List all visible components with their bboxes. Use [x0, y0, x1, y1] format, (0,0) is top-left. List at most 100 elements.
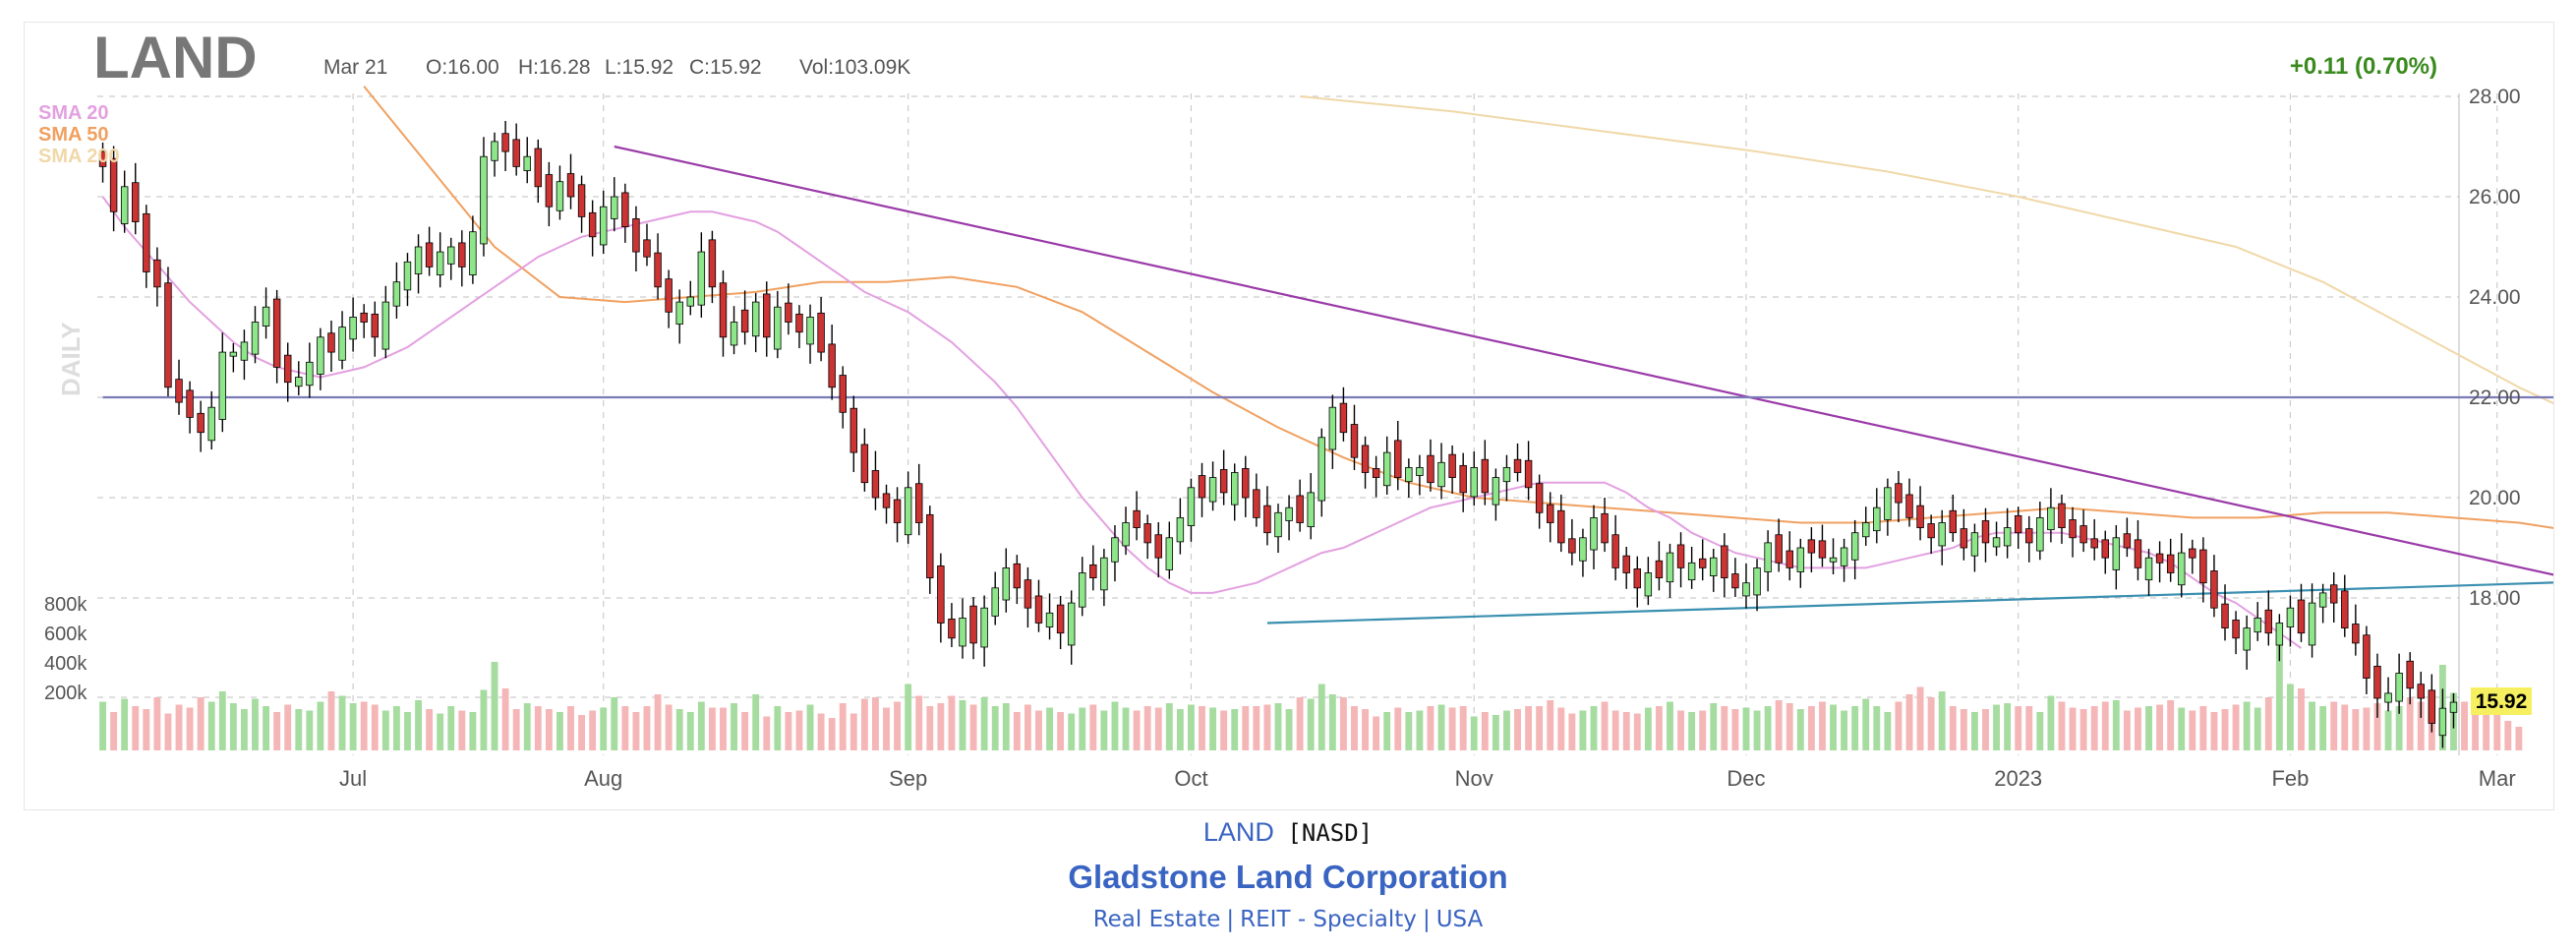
volume-bar	[1199, 706, 1205, 750]
candle-body	[2047, 506, 2055, 531]
volume-bar	[197, 697, 205, 750]
volume-bar	[2406, 697, 2414, 750]
candle-body	[143, 212, 150, 272]
y-tick-label: 26.00	[2469, 186, 2521, 208]
volume-bar	[828, 718, 836, 750]
volume-bar	[632, 712, 640, 750]
candle-body	[2101, 539, 2109, 559]
company-name[interactable]: Gladstone Land Corporation	[1068, 859, 1508, 895]
candle-body	[1253, 489, 1260, 518]
candle-body	[2221, 603, 2229, 628]
country-link[interactable]: USA	[1435, 907, 1484, 932]
volume-bar	[2352, 709, 2360, 750]
volume-bar	[1514, 709, 1521, 750]
candle-body	[1579, 537, 1587, 562]
volume-bar	[1307, 698, 1315, 750]
volume-bar	[263, 706, 270, 750]
volume-bar	[458, 710, 466, 750]
y-tick-label: 22.00	[2469, 387, 2521, 409]
candle-body	[1601, 512, 1609, 544]
candle-body	[349, 316, 357, 340]
sector-link[interactable]: Real Estate	[1092, 907, 1221, 932]
candle-body	[2144, 557, 2153, 581]
candle-body	[1818, 540, 1827, 559]
volume-bar	[1351, 706, 1358, 750]
volume-bar	[2135, 707, 2141, 750]
volume-bar	[1644, 707, 1652, 750]
volume-bar	[915, 695, 923, 750]
volume-bar	[2395, 706, 2403, 750]
candle-body	[1328, 406, 1337, 450]
volume-bar	[2330, 701, 2338, 750]
candle-body	[806, 316, 814, 345]
volume-bar	[1753, 710, 1761, 750]
volume-bar	[1710, 703, 1718, 750]
volume-bar	[1188, 704, 1195, 750]
volume-bar	[991, 706, 999, 750]
candle-body	[1067, 602, 1076, 646]
price-chart[interactable]: 28.00 26.00 24.00 22.00 20.00 18.00 Jul Aug Sep O…	[25, 23, 2553, 809]
volume-bar	[1851, 706, 1859, 750]
volume-bar	[860, 698, 868, 750]
candle-body	[1307, 492, 1315, 527]
volume-bar	[1622, 712, 1630, 750]
volume-bar	[1884, 712, 1892, 750]
candle-body	[654, 252, 662, 288]
candle-body	[1394, 440, 1402, 478]
candle-body	[2286, 607, 2295, 627]
volume-bar	[1611, 710, 1619, 750]
volume-tick-label: 800k	[44, 594, 88, 616]
volume-bar	[2145, 706, 2152, 750]
candle-body	[621, 192, 629, 227]
y-tick-label: 18.00	[2469, 587, 2521, 610]
bar-date: Mar 21	[323, 56, 387, 79]
volume-bar	[415, 700, 422, 750]
last-price-tag: 15.92	[2476, 690, 2528, 713]
candle-body	[1111, 537, 1119, 563]
x-tick-label: Mar	[2479, 766, 2516, 791]
candle-body	[991, 587, 999, 617]
candle-body	[2155, 553, 2164, 564]
volume-bar	[1470, 716, 1478, 750]
period-label: DAILY	[56, 322, 86, 396]
candle-body	[2025, 528, 2033, 544]
candle-body	[2003, 527, 2012, 547]
candle-body	[1448, 453, 1456, 479]
volume-bar	[2189, 710, 2196, 750]
industry-link[interactable]: REIT - Specialty	[1240, 907, 1417, 932]
price-change: +0.11 (0.70%)	[2290, 53, 2437, 80]
candle-body	[2112, 537, 2121, 570]
candle-body	[295, 377, 303, 387]
volume-bar	[1416, 710, 1424, 750]
footer-symbol[interactable]: LAND	[1202, 817, 1274, 847]
candle-body	[611, 196, 618, 219]
candle-body	[1873, 506, 1881, 532]
volume-bar	[1133, 710, 1141, 750]
volume-bar	[600, 707, 608, 750]
volume-bar	[480, 689, 488, 750]
ticker-watermark: LAND	[93, 25, 258, 90]
candle-body	[2373, 665, 2381, 699]
candle-body	[1045, 612, 1054, 627]
volume-bar	[1274, 703, 1282, 750]
volume-bar	[2286, 684, 2294, 750]
volume-bar	[2298, 688, 2305, 750]
candle-body	[98, 150, 107, 167]
volume-bar	[1862, 698, 1870, 750]
candle-body	[447, 246, 455, 265]
legend-sma20: SMA 20	[38, 102, 109, 124]
volume-bar	[1111, 701, 1119, 750]
volume-bar	[1024, 704, 1031, 750]
candle-body	[2014, 514, 2022, 534]
volume-bar	[1873, 706, 1881, 750]
candle-body	[1350, 424, 1359, 458]
volume-bar	[2363, 707, 2371, 750]
candle-body	[1764, 542, 1772, 572]
volume-bar	[817, 713, 825, 750]
candle-body	[2297, 599, 2306, 634]
candle-body	[1024, 579, 1032, 609]
volume-bar	[1742, 707, 1750, 750]
candle-body	[2069, 519, 2077, 539]
candle-body	[327, 332, 335, 353]
candle-body	[1100, 557, 1108, 591]
